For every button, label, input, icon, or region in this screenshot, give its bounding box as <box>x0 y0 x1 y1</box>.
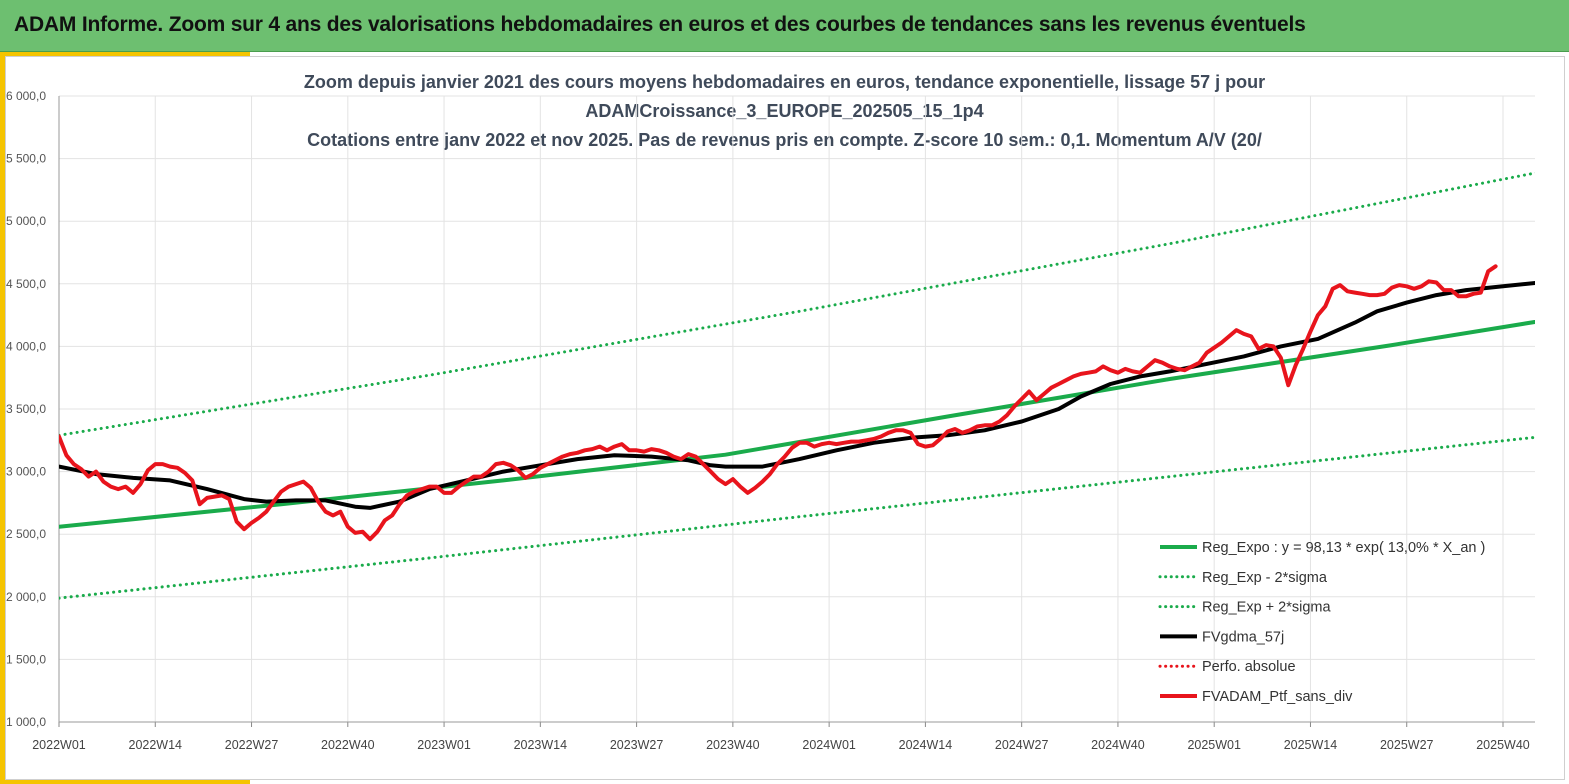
y-tick-label: 3 500,0 <box>6 402 46 416</box>
y-tick-label: 2 500,0 <box>6 527 46 541</box>
series-line-perfo-absolue <box>1547 271 1569 279</box>
chart-title-line-2: ADAMCroissance_3_EUROPE_202505_15_1p4 <box>585 101 984 121</box>
y-tick-label: 1 000,0 <box>6 715 46 729</box>
chart-axes: 1 000,0 1 500,0 2 000,0 2 500,0 3 000,0 3 500… <box>6 89 1535 752</box>
y-tick-label: 1 500,0 <box>6 652 46 666</box>
y-tick-label: 3 000,0 <box>6 465 46 479</box>
chart-title-block: Zoom depuis janvier 2021 des cours moyen… <box>0 68 1569 155</box>
report-title: ADAM Informe. Zoom sur 4 ans des valoris… <box>14 13 1306 36</box>
y-tick-label: 5 500,0 <box>6 152 46 166</box>
legend-item-reg-exp-plus-2sigma: Reg_Exp + 2*sigma <box>1158 600 1331 616</box>
chart-legend: Reg_Expo : y = 98,13 * exp( 13,0% * X_an… <box>1158 540 1485 705</box>
x-tick-label: 2023W27 <box>610 738 664 752</box>
x-tick-label: 2024W27 <box>995 738 1049 752</box>
x-tick-label: 2022W14 <box>129 738 183 752</box>
accent-bar-left <box>0 52 5 784</box>
x-tick-label: 2023W40 <box>706 738 760 752</box>
y-tick-label: 5 000,0 <box>6 214 46 228</box>
legend-label: FVADAM_Ptf_sans_div <box>1202 689 1353 705</box>
x-tick-label: 2025W01 <box>1187 738 1241 752</box>
chart-title-line-1: Zoom depuis janvier 2021 des cours moyen… <box>303 72 1266 92</box>
legend-label: Reg_Exp + 2*sigma <box>1202 600 1331 616</box>
x-tick-label: 2025W14 <box>1284 738 1338 752</box>
y-tick-label: 4 000,0 <box>6 339 46 353</box>
x-tick-label: 2024W01 <box>802 738 856 752</box>
y-tick-label: 2 000,0 <box>6 590 46 604</box>
chart-frame <box>5 56 1565 780</box>
x-tick-label: 2023W01 <box>417 738 471 752</box>
legend-item-fvadam-ptf-sans-div: FVADAM_Ptf_sans_div <box>1160 689 1353 705</box>
legend-label: Reg_Exp - 2*sigma <box>1202 570 1328 586</box>
series-line-reg-exp-plus-2sigma <box>59 171 1535 437</box>
x-tick-label: 2024W40 <box>1091 738 1145 752</box>
legend-label: FVgdma_57j <box>1202 629 1284 645</box>
x-tick-label: 2023W14 <box>514 738 568 752</box>
report-header: ADAM Informe. Zoom sur 4 ans des valoris… <box>0 0 1569 52</box>
x-tick-label: 2025W40 <box>1476 738 1530 752</box>
legend-item-reg-expo: Reg_Expo : y = 98,13 * exp( 13,0% * X_an… <box>1160 540 1485 556</box>
legend-item-reg-exp-minus-2sigma: Reg_Exp - 2*sigma <box>1158 570 1328 586</box>
y-tick-label: 4 500,0 <box>6 277 46 291</box>
accent-bar-bottom <box>0 780 250 784</box>
series-line-fvgdma-57j <box>59 281 1535 510</box>
x-tick-label: 2024W14 <box>899 738 953 752</box>
legend-item-fvgdma-57j: FVgdma_57j <box>1160 629 1284 645</box>
chart-gridlines <box>58 95 1535 723</box>
series-line-fvadam-ptf-sans-div <box>59 264 1498 542</box>
y-tick-label: 6 000,0 <box>6 89 46 103</box>
legend-item-perfo-absolue: Perfo. absolue <box>1158 659 1296 675</box>
accent-bar-top <box>0 52 250 56</box>
x-tick-label: 2025W27 <box>1380 738 1434 752</box>
legend-label: Perfo. absolue <box>1202 659 1296 675</box>
legend-label: Reg_Expo : y = 98,13 * exp( 13,0% * X_an… <box>1202 540 1485 556</box>
series-line-reg-exp-minus-2sigma <box>59 435 1535 600</box>
chart-series <box>59 171 1569 600</box>
chart-title-line-3: Cotations entre janv 2022 et nov 2025. P… <box>307 130 1262 150</box>
x-tick-label: 2022W27 <box>225 738 279 752</box>
x-tick-label: 2022W40 <box>321 738 375 752</box>
x-tick-label: 2022W01 <box>32 738 86 752</box>
